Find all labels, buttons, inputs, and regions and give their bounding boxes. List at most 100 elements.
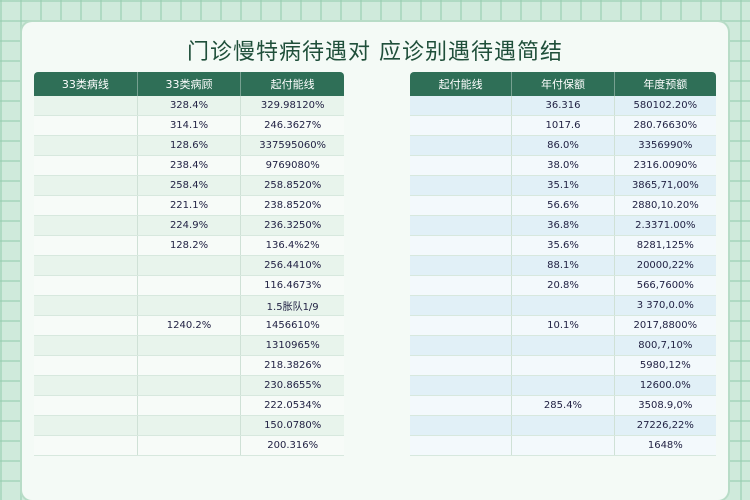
table-row: 285.4% 3508.9,0% — [410, 396, 716, 416]
table-cell-1 — [34, 216, 137, 235]
table-cell-3: 3865,71,00% — [613, 176, 716, 195]
table-cell-3: 238.8520% — [240, 196, 344, 215]
table-cell-3: 2.3371.00% — [613, 216, 716, 235]
table-cell-2: 1017.6 — [511, 116, 613, 135]
table-cell-3: 136.4%2% — [240, 236, 344, 255]
table-cell-1 — [34, 116, 137, 135]
table-row: 1648% — [410, 436, 716, 456]
table-cell-1 — [34, 176, 137, 195]
table-cell-2 — [136, 276, 241, 295]
table-cell-2 — [136, 356, 241, 375]
table-row: 88.1% 20000,22% — [410, 256, 716, 276]
left-table: 33类病线 33类病顾 起付能线 328.4% 329.98120% 314.1% 2… — [34, 72, 344, 456]
table-cell-3: 12600.0% — [613, 376, 716, 395]
table-row: 258.4% 258.8520% — [34, 176, 344, 196]
left-header-col-2: 33类病顾 — [136, 72, 241, 96]
table-cell-2 — [511, 376, 613, 395]
table-cell-3: 218.3826% — [240, 356, 344, 375]
page-title: 门诊慢特病待遇对 应诊别遇待遇简结 — [187, 40, 563, 65]
table-cell-2: 128.6% — [136, 136, 241, 155]
table-cell-3: 1310965% — [240, 336, 344, 355]
table-cell-2: 221.1% — [136, 196, 241, 215]
table-cell-2 — [136, 396, 241, 415]
table-row: 10.1% 2017,8800% — [410, 316, 716, 336]
table-cell-1 — [34, 136, 137, 155]
table-cell-3: 3508.9,0% — [613, 396, 716, 415]
table-cell-3: 2017,8800% — [613, 316, 716, 335]
table-cell-3: 337595060% — [240, 136, 344, 155]
table-cell-3: 5980,12% — [613, 356, 716, 375]
table-cell-1 — [34, 236, 137, 255]
right-table-header: 起付能线 年付保额 年度预额 — [410, 72, 716, 96]
table-cell-3: 3356990% — [613, 136, 716, 155]
table-cell-1 — [410, 196, 511, 215]
table-cell-1 — [410, 316, 511, 335]
table-cell-1 — [34, 96, 137, 115]
left-table-header: 33类病线 33类病顾 起付能线 — [34, 72, 344, 96]
table-cell-3: 230.8655% — [240, 376, 344, 395]
table-row: 128.2% 136.4%2% — [34, 236, 344, 256]
table-cell-1 — [34, 416, 137, 435]
table-row: 1310965% — [34, 336, 344, 356]
table-cell-3: 258.8520% — [240, 176, 344, 195]
left-header-col-3: 起付能线 — [240, 72, 344, 96]
table-cell-3: 2316.0090% — [613, 156, 716, 175]
table-cell-1 — [34, 156, 137, 175]
table-cell-2 — [136, 436, 241, 455]
table-row: 38.0% 2316.0090% — [410, 156, 716, 176]
table-cell-1 — [410, 416, 511, 435]
table-cell-2: 285.4% — [511, 396, 613, 415]
table-row: 328.4% 329.98120% — [34, 96, 344, 116]
table-cell-1 — [410, 136, 511, 155]
table-cell-2 — [136, 416, 241, 435]
table-row: 224.9% 236.3250% — [34, 216, 344, 236]
table-cell-3: 116.4673% — [240, 276, 344, 295]
table-cell-1 — [34, 316, 137, 335]
table-cell-3: 20000,22% — [613, 256, 716, 275]
table-cell-1 — [34, 296, 137, 315]
table-cell-1 — [34, 396, 137, 415]
table-cell-3: 1648% — [613, 436, 716, 455]
table-cell-1 — [410, 116, 511, 135]
left-table-body: 328.4% 329.98120% 314.1% 246.3627% 128.6% 337… — [34, 96, 344, 456]
right-table: 起付能线 年付保额 年度预额 36.316 580102.20% 1017.6 280… — [410, 72, 716, 456]
table-row: 36.316 580102.20% — [410, 96, 716, 116]
table-cell-3: 329.98120% — [240, 96, 344, 115]
table-cell-1 — [410, 356, 511, 375]
table-cell-3: 222.0534% — [240, 396, 344, 415]
table-row: 314.1% 246.3627% — [34, 116, 344, 136]
table-cell-2: 36.8% — [511, 216, 613, 235]
table-cell-3: 280.76630% — [613, 116, 716, 135]
table-cell-3: 236.3250% — [240, 216, 344, 235]
table-cell-1 — [410, 156, 511, 175]
table-cell-2: 86.0% — [511, 136, 613, 155]
table-row: 27226,22% — [410, 416, 716, 436]
table-row: 230.8655% — [34, 376, 344, 396]
table-cell-2 — [511, 336, 613, 355]
table-cell-1 — [410, 176, 511, 195]
table-cell-1 — [410, 276, 511, 295]
table-cell-1 — [34, 336, 137, 355]
table-cell-1 — [410, 436, 511, 455]
table-cell-1 — [410, 216, 511, 235]
table-cell-3: 9769080% — [240, 156, 344, 175]
table-cell-1 — [34, 256, 137, 275]
table-row: 1.5胀队1/9 — [34, 296, 344, 316]
table-cell-3: 800,7,10% — [613, 336, 716, 355]
right-header-col-3: 年度预额 — [613, 72, 716, 96]
table-cell-3: 1456610% — [240, 316, 344, 335]
table-cell-3: 246.3627% — [240, 116, 344, 135]
table-row: 800,7,10% — [410, 336, 716, 356]
table-row: 36.8% 2.3371.00% — [410, 216, 716, 236]
table-row: 3 370,0.0% — [410, 296, 716, 316]
table-cell-1 — [34, 376, 137, 395]
main-panel: 门诊慢特病待遇对 应诊别遇待遇简结 33类病线 33类病顾 起付能线 328.4… — [22, 22, 728, 500]
table-cell-3: 566,7600% — [613, 276, 716, 295]
table-cell-2 — [136, 336, 241, 355]
table-cell-2: 1240.2% — [136, 316, 241, 335]
table-cell-2: 10.1% — [511, 316, 613, 335]
table-row: 238.4% 9769080% — [34, 156, 344, 176]
table-cell-1 — [410, 96, 511, 115]
table-cell-3: 1.5胀队1/9 — [240, 296, 344, 315]
table-cell-2 — [511, 296, 613, 315]
